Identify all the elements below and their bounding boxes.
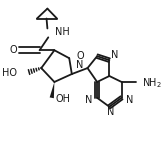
Text: NH$_2$: NH$_2$ [142, 76, 162, 90]
Text: N: N [107, 107, 115, 117]
Text: NH: NH [55, 27, 70, 37]
Text: N: N [76, 60, 83, 70]
Text: O: O [76, 51, 84, 61]
Text: O: O [9, 45, 17, 55]
Text: N: N [85, 95, 93, 105]
Polygon shape [50, 82, 54, 98]
Text: OH: OH [55, 94, 70, 104]
Text: N: N [126, 95, 133, 105]
Text: N: N [111, 50, 119, 60]
Text: HO: HO [2, 68, 17, 78]
